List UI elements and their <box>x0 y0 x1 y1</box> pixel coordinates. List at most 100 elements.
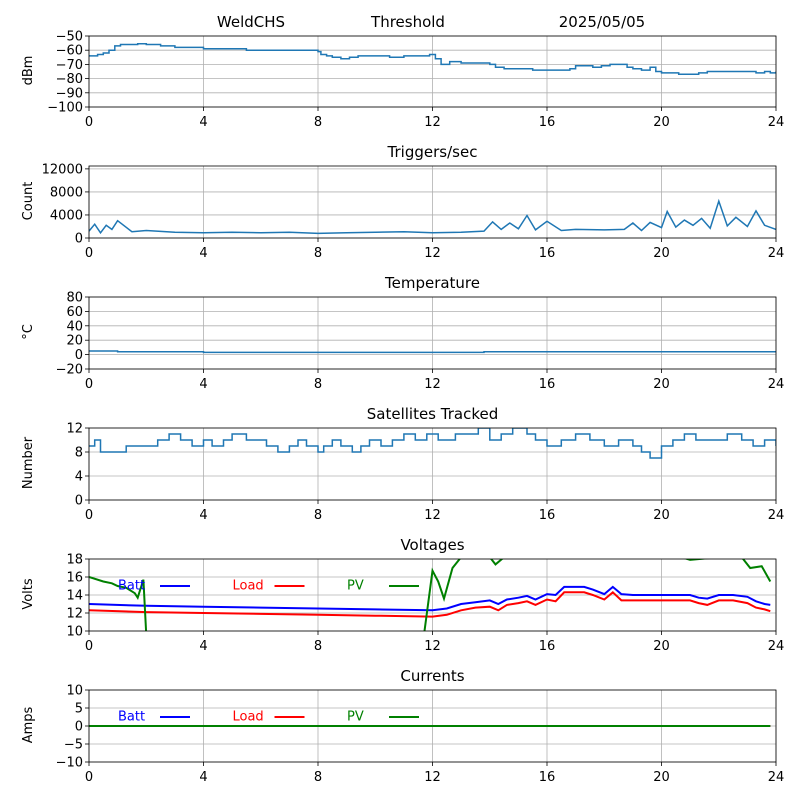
x-tick-label: 20 <box>653 246 670 261</box>
x-tick-label: 20 <box>653 639 670 654</box>
x-tick-label: 0 <box>85 508 93 523</box>
x-tick-label: 12 <box>424 115 441 130</box>
x-tick-label: 16 <box>539 377 556 392</box>
y-axis-label: Volts <box>21 578 36 610</box>
y-axis-label: dBm <box>21 56 36 86</box>
header-product: Threshold <box>370 13 445 31</box>
x-tick-label: 20 <box>653 770 670 785</box>
x-tick-label: 4 <box>199 639 207 654</box>
y-tick-label: 10 <box>66 625 83 640</box>
x-tick-label: 4 <box>199 246 207 261</box>
x-tick-label: 16 <box>539 246 556 261</box>
x-tick-label: 24 <box>768 115 785 130</box>
y-tick-label: 4 <box>75 470 83 485</box>
legend-label-batt: Batt <box>118 579 145 594</box>
x-tick-label: 8 <box>314 639 322 654</box>
x-tick-label: 8 <box>314 246 322 261</box>
series-line-triggers <box>89 198 776 235</box>
panel-title: Satellites Tracked <box>367 405 498 423</box>
series-line-temperature <box>89 350 776 354</box>
y-tick-label: −50 <box>56 30 83 45</box>
y-tick-label: 0 <box>75 348 83 363</box>
y-tick-label: 40 <box>66 319 83 334</box>
x-tick-label: 4 <box>199 377 207 392</box>
panel-satellites: 0 4 8 12 16 20 24 0 4 8 12 Satellites Tracked Number <box>21 405 784 523</box>
panel-voltages: 0 4 8 12 16 20 24 10 12 14 16 18 Voltages Volts Batt Lo… <box>21 536 784 654</box>
x-tick-label: 8 <box>314 115 322 130</box>
y-axis-label: °C <box>21 324 36 340</box>
x-tick-label: 0 <box>85 246 93 261</box>
panel-threshold: 0 4 8 12 16 20 24 −100−90−80−70−60−50 dBm <box>21 30 784 131</box>
x-tick-label: 12 <box>424 508 441 523</box>
y-tick-label: 8 <box>75 446 83 461</box>
x-tick-label: 24 <box>768 639 785 654</box>
y-tick-label: 20 <box>66 334 83 349</box>
x-tick-label: 4 <box>199 115 207 130</box>
legend-label-batt: Batt <box>118 710 145 725</box>
y-tick-label: 8000 <box>50 185 83 200</box>
y-axis-label: Number <box>21 436 36 489</box>
y-tick-label: 10 <box>66 684 83 699</box>
y-tick-label: −5 <box>64 738 83 753</box>
header-date: 2025/05/05 <box>559 13 645 31</box>
series-line-batt <box>89 585 771 612</box>
panel-title: Triggers/sec <box>387 143 478 161</box>
x-tick-label: 20 <box>653 377 670 392</box>
legend-label-pv: PV <box>347 710 364 725</box>
y-tick-label: −90 <box>56 86 83 101</box>
y-tick-label: −20 <box>56 363 83 378</box>
y-axis-label: Amps <box>21 706 36 743</box>
x-tick-label: 12 <box>424 770 441 785</box>
x-tick-label: 8 <box>314 377 322 392</box>
y-tick-label: 16 <box>66 571 83 586</box>
x-tick-label: 16 <box>539 770 556 785</box>
y-tick-label: 60 <box>66 305 83 320</box>
x-tick-label: 24 <box>768 770 785 785</box>
panel-title: Voltages <box>400 536 464 554</box>
y-tick-label: −100 <box>47 101 83 116</box>
panel-triggers: 0 4 8 12 16 20 24 0 4000 8000 12000 Triggers/sec Cou… <box>21 143 784 261</box>
x-tick-label: 20 <box>653 508 670 523</box>
x-tick-label: 12 <box>424 246 441 261</box>
x-tick-label: 4 <box>199 508 207 523</box>
y-tick-label: 5 <box>75 702 83 717</box>
x-tick-label: 24 <box>768 246 785 261</box>
x-tick-label: 4 <box>199 770 207 785</box>
x-tick-label: 0 <box>85 639 93 654</box>
panel-title: Temperature <box>384 274 480 292</box>
series-line-satellites <box>89 428 776 459</box>
series-line-pv <box>89 559 772 631</box>
x-tick-label: 8 <box>314 770 322 785</box>
y-tick-label: 0 <box>75 232 83 247</box>
y-tick-label: 14 <box>66 589 83 604</box>
y-tick-label: −10 <box>56 756 83 771</box>
x-tick-label: 16 <box>539 115 556 130</box>
y-tick-label: −60 <box>56 44 83 59</box>
x-tick-label: 12 <box>424 377 441 392</box>
x-tick-label: 0 <box>85 377 93 392</box>
legend-label-load: Load <box>233 710 264 725</box>
y-tick-label: 12 <box>66 422 83 437</box>
y-tick-label: 4000 <box>50 208 83 223</box>
x-tick-label: 16 <box>539 508 556 523</box>
panel-currents: 0 4 8 12 16 20 24 −10 −5 0 5 10 Currents Amps Batt Load… <box>21 667 784 785</box>
y-tick-label: 12 <box>66 607 83 622</box>
header-station: WeldCHS <box>217 13 285 31</box>
x-tick-label: 16 <box>539 639 556 654</box>
x-tick-label: 24 <box>768 508 785 523</box>
y-tick-label: 0 <box>75 494 83 509</box>
y-tick-label: −70 <box>56 58 83 73</box>
x-tick-label: 24 <box>768 377 785 392</box>
y-tick-label: 80 <box>66 291 83 306</box>
y-axis-label: Count <box>21 182 36 221</box>
panel-title: Currents <box>400 667 464 685</box>
legend-label-load: Load <box>233 579 264 594</box>
y-tick-label: 18 <box>66 553 83 568</box>
x-tick-label: 8 <box>314 508 322 523</box>
x-tick-label: 0 <box>85 770 93 785</box>
series-line-threshold <box>89 43 776 76</box>
legend-label-pv: PV <box>347 579 364 594</box>
